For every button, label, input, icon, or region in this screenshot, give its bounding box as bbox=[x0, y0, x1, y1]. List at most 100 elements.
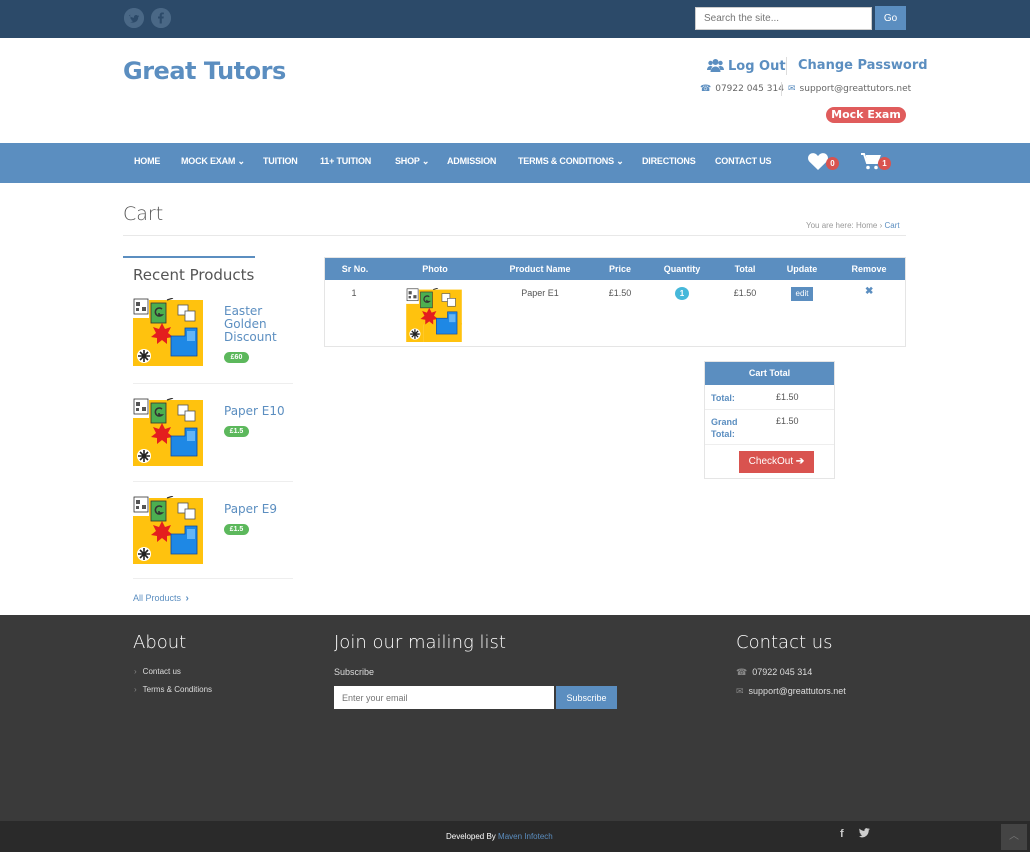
total-value: £1.50 bbox=[776, 392, 799, 402]
cart-total-title: Cart Total bbox=[705, 362, 834, 385]
twitter-icon[interactable] bbox=[124, 8, 144, 28]
envelope-icon: ✉ bbox=[788, 84, 796, 94]
wishlist-heart-icon[interactable] bbox=[808, 153, 828, 173]
divider bbox=[705, 409, 834, 410]
product-thumbnail[interactable] bbox=[133, 298, 203, 366]
recent-products-title: Recent Products bbox=[133, 266, 255, 284]
phone-icon: ☎ bbox=[700, 84, 712, 94]
cell-product-name[interactable]: Paper E1 bbox=[521, 288, 559, 298]
sidebar-accent-line bbox=[123, 256, 255, 258]
nav-directions[interactable]: DIRECTIONS bbox=[642, 156, 696, 166]
product-thumbnail[interactable] bbox=[133, 496, 203, 564]
quantity-badge: 1 bbox=[675, 287, 689, 300]
product-thumbnail[interactable] bbox=[133, 398, 203, 466]
remove-icon[interactable]: ✖ bbox=[865, 286, 874, 297]
product-name[interactable]: Easter Golden Discount bbox=[224, 304, 277, 344]
facebook-icon[interactable]: f bbox=[840, 828, 844, 840]
footer-link-terms[interactable]: › Terms & Conditions bbox=[134, 685, 212, 694]
header-divider bbox=[781, 82, 782, 96]
nav-11-plus-tuition[interactable]: 11+ TUITION bbox=[320, 156, 372, 166]
newsletter-email-input[interactable] bbox=[334, 686, 554, 709]
logout-label: Log Out bbox=[728, 59, 786, 74]
cell-total: £1.50 bbox=[733, 288, 757, 298]
search-button[interactable]: Go bbox=[875, 6, 906, 30]
envelope-icon: ✉ bbox=[736, 686, 744, 696]
divider bbox=[133, 578, 293, 579]
phone-icon: ☎ bbox=[736, 667, 748, 677]
column-header: Product Name bbox=[509, 264, 571, 274]
site-logo[interactable]: Great Tutors bbox=[123, 57, 286, 85]
footer-phone: ☎ 07922 045 314 bbox=[736, 667, 812, 678]
header-email[interactable]: ✉ support@greattutors.net bbox=[788, 84, 911, 94]
logout-link[interactable]: Log Out bbox=[707, 58, 786, 76]
search-input[interactable] bbox=[695, 7, 872, 30]
footer-about-title: About bbox=[133, 632, 187, 653]
arrow-right-icon: ➔ bbox=[795, 456, 805, 467]
nav-shop[interactable]: SHOP ⌄ bbox=[395, 156, 430, 166]
cart-total-panel: Cart Total Total: £1.50 Grand Total: £1.… bbox=[704, 361, 835, 479]
product-name[interactable]: Paper E10 bbox=[224, 404, 285, 418]
chevron-right-icon: › bbox=[185, 593, 189, 604]
footer-link-label: Terms & Conditions bbox=[142, 685, 213, 694]
page-title: Cart bbox=[123, 203, 164, 225]
footer-link-contact[interactable]: › Contact us bbox=[134, 667, 181, 676]
column-header: Sr No. bbox=[341, 264, 369, 274]
column-header: Total bbox=[734, 264, 756, 274]
breadcrumb: You are here: Home › Cart bbox=[806, 221, 900, 230]
nav-contact-us[interactable]: CONTACT US bbox=[715, 156, 772, 166]
scroll-to-top-button[interactable]: ︿ bbox=[1001, 824, 1027, 850]
all-products-label: All Products bbox=[133, 593, 182, 603]
developer-link[interactable]: Maven Infotech bbox=[498, 832, 553, 841]
bottom-bar bbox=[0, 821, 1030, 852]
all-products-link[interactable]: All Products › bbox=[133, 593, 189, 604]
checkout-button[interactable]: CheckOut ➔ bbox=[739, 451, 814, 473]
mock-exam-button[interactable]: Mock Exam bbox=[826, 107, 906, 123]
developer-credit: Developed By Maven Infotech bbox=[446, 832, 553, 841]
users-icon bbox=[707, 58, 724, 76]
edit-button[interactable]: edit bbox=[791, 287, 813, 301]
nav-terms[interactable]: TERMS & CONDITIONS ⌄ bbox=[518, 156, 624, 166]
cart-table: Sr No. Photo Product Name Price Quantity… bbox=[324, 257, 906, 347]
header-phone: ☎ 07922 045 314 bbox=[700, 84, 784, 94]
change-password-link[interactable]: Change Password bbox=[798, 58, 928, 73]
grand-total-value: £1.50 bbox=[776, 416, 799, 426]
subscribe-button[interactable]: Subscribe bbox=[556, 686, 617, 709]
footer-email[interactable]: ✉ support@greattutors.net bbox=[736, 686, 846, 697]
product-name[interactable]: Paper E9 bbox=[224, 502, 278, 516]
twitter-icon[interactable] bbox=[859, 828, 871, 840]
footer bbox=[0, 615, 1030, 821]
cart-count-badge: 1 bbox=[878, 157, 891, 170]
divider bbox=[705, 444, 834, 445]
breadcrumb-current: Cart bbox=[884, 221, 900, 230]
header-divider bbox=[786, 57, 787, 75]
column-header: Quantity bbox=[663, 264, 701, 274]
footer-link-label: Contact us bbox=[142, 667, 181, 676]
developed-by-label: Developed By bbox=[446, 832, 496, 841]
wishlist-count-badge: 0 bbox=[826, 157, 839, 170]
column-header: Remove bbox=[851, 264, 887, 274]
divider bbox=[133, 481, 293, 482]
nav-tuition[interactable]: TUITION bbox=[263, 156, 298, 166]
column-header: Photo bbox=[422, 264, 448, 274]
main-nav: HOME MOCK EXAM ⌄ TUITION 11+ TUITION SHO… bbox=[0, 143, 1030, 183]
cart-icon[interactable] bbox=[861, 153, 881, 173]
product-thumbnail[interactable] bbox=[406, 288, 462, 342]
breadcrumb-separator: › bbox=[879, 221, 883, 230]
nav-admission[interactable]: ADMISSION bbox=[447, 156, 497, 166]
footer-phone-number: 07922 045 314 bbox=[752, 667, 813, 677]
price-badge: £60 bbox=[224, 352, 249, 363]
cell-price: £1.50 bbox=[608, 288, 632, 298]
price-badge: £1.5 bbox=[224, 426, 249, 437]
nav-mock-exam[interactable]: MOCK EXAM ⌄ bbox=[181, 156, 245, 166]
total-label: Total: bbox=[711, 393, 735, 403]
breadcrumb-prefix: You are here: bbox=[806, 221, 854, 230]
price-badge: £1.5 bbox=[224, 524, 249, 535]
header-email-address: support@greattutors.net bbox=[799, 84, 912, 94]
footer-email-address: support@greattutors.net bbox=[748, 686, 846, 696]
checkout-label: CheckOut bbox=[748, 456, 794, 467]
breadcrumb-home[interactable]: Home bbox=[855, 221, 878, 230]
nav-home[interactable]: HOME bbox=[134, 156, 161, 166]
facebook-icon[interactable] bbox=[151, 8, 171, 28]
column-header: Update bbox=[786, 264, 818, 274]
top-bar: Go bbox=[0, 0, 1030, 38]
